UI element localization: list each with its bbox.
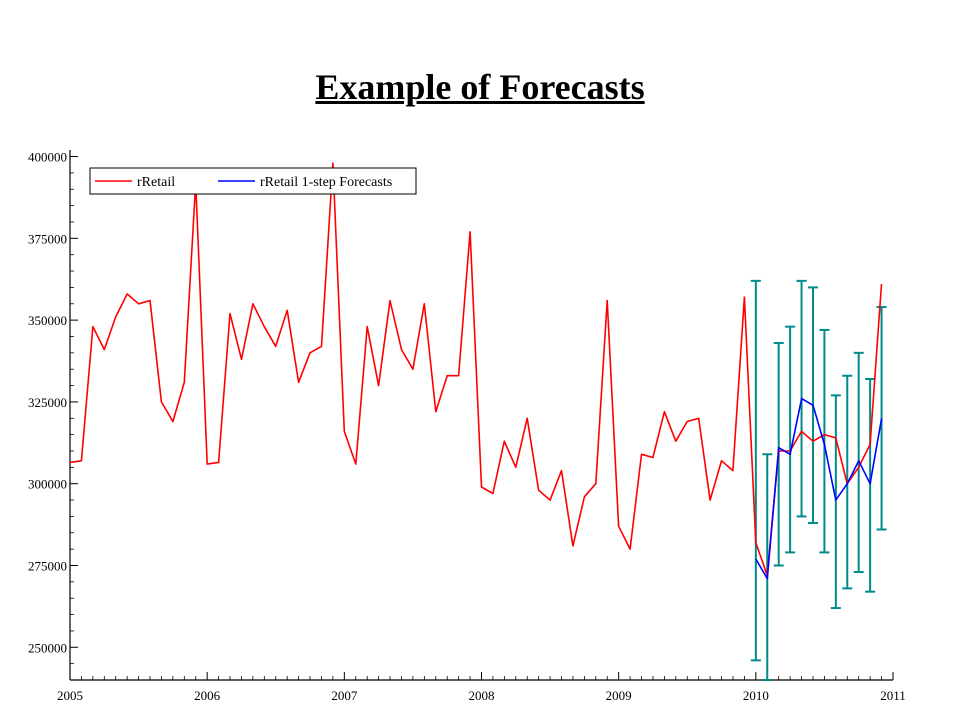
x-tick-label: 2010	[743, 688, 769, 703]
y-tick-label: 275000	[28, 558, 67, 573]
chart-axes: 250000 275000 300000 325000 350000 375000 4000…	[28, 150, 906, 703]
y-tick-label: 375000	[28, 231, 67, 246]
series-lines	[69, 162, 883, 580]
series-line-rretail	[69, 162, 883, 577]
error-bars	[750, 279, 887, 681]
y-tick-label: 350000	[28, 313, 67, 328]
series-line-forecasts	[755, 397, 883, 580]
x-tick-label: 2009	[606, 688, 632, 703]
x-tick-label: 2011	[880, 688, 906, 703]
legend-label-rretail: rRetail	[137, 175, 175, 190]
y-tick-label: 300000	[28, 477, 67, 492]
x-tick-label: 2005	[57, 688, 83, 703]
x-tick-label: 2006	[194, 688, 221, 703]
forecast-line-chart: 250000 275000 300000 325000 350000 375000 4000…	[28, 150, 906, 703]
x-tick-label: 2008	[469, 688, 495, 703]
slide-title: Example of Forecasts	[315, 67, 645, 107]
legend-label-forecasts: rRetail 1-step Forecasts	[260, 175, 392, 190]
x-tick-label: 2007	[331, 688, 358, 703]
y-tick-label: 325000	[28, 395, 67, 410]
y-tick-label: 250000	[28, 640, 67, 655]
y-tick-label: 400000	[28, 150, 67, 165]
chart-legend: rRetail rRetail 1-step Forecasts	[89, 167, 417, 195]
